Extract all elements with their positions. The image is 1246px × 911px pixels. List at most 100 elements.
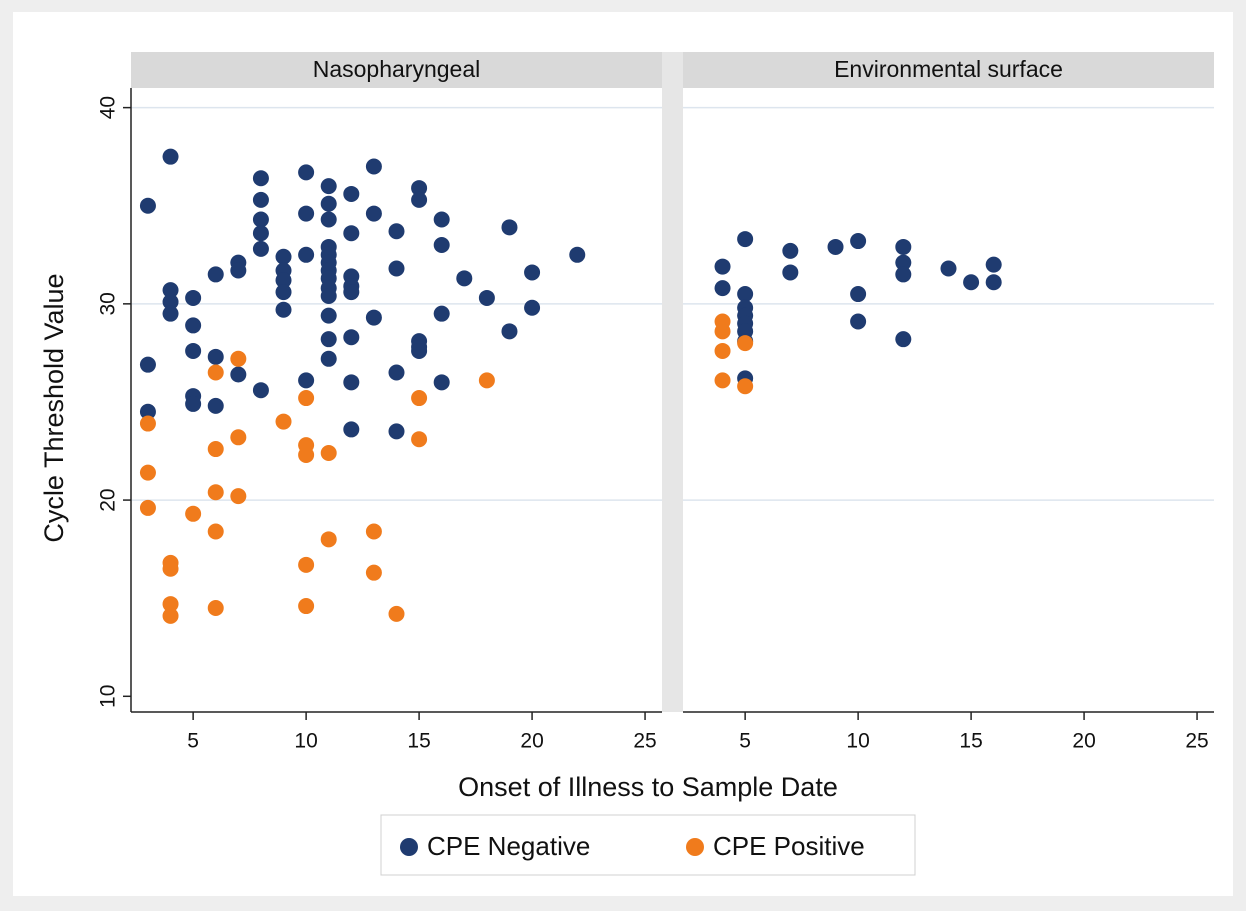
data-point [320,444,337,461]
x-tick-label: 15 [959,730,982,753]
data-point [230,488,247,505]
data-point [230,429,247,446]
data-point [139,356,156,373]
data-point [162,282,179,299]
data-point [343,329,360,346]
data-point [501,219,518,236]
data-point [388,423,405,440]
data-point [230,350,247,367]
data-point [569,246,586,263]
data-point [320,307,337,324]
data-point [320,331,337,348]
data-point [411,390,428,407]
legend-label: CPE Positive [713,831,865,861]
panel-strip [683,52,1214,88]
data-point [963,274,980,291]
data-point [139,403,156,420]
data-point [895,331,912,348]
data-point [524,299,541,316]
data-point [162,293,179,310]
data-point [411,180,428,197]
data-point [207,397,224,414]
x-tick-label: 25 [633,730,656,753]
data-point [320,350,337,367]
data-point [365,523,382,540]
data-point [940,260,957,277]
data-point [365,564,382,581]
x-tick-label: 5 [739,730,751,753]
data-point [320,195,337,212]
data-point [275,413,292,430]
data-point [252,225,269,242]
data-point [850,286,867,303]
data-point [162,148,179,165]
data-point [298,598,315,615]
data-point [388,260,405,277]
x-tick-label: 20 [520,730,543,753]
legend-marker [400,838,418,856]
data-point [365,205,382,222]
data-point [714,323,731,340]
data-point [275,272,292,289]
data-point [501,323,518,340]
data-point [985,256,1002,273]
data-point [139,464,156,481]
data-point [162,596,179,613]
data-point [230,366,247,383]
data-point [185,505,202,522]
data-point [252,382,269,399]
data-point [207,484,224,501]
data-point [162,305,179,322]
data-point [411,191,428,208]
data-point [298,372,315,389]
data-point [737,286,754,303]
data-point [162,560,179,577]
data-point [139,415,156,432]
x-axis-label: Onset of Illness to Sample Date [458,772,838,802]
data-point [252,170,269,187]
data-point [207,266,224,283]
data-point [456,270,473,287]
data-point [298,246,315,263]
data-point [185,317,202,334]
data-point [185,289,202,306]
legend-marker [686,838,704,856]
data-point [388,605,405,622]
data-point [207,364,224,381]
panel-title: Environmental surface [834,56,1063,82]
data-point [139,197,156,214]
data-point [714,342,731,359]
x-tick-label: 10 [846,730,869,753]
data-point [714,280,731,297]
data-point [433,211,450,228]
y-tick-label: 30 [97,292,120,315]
data-point [388,223,405,240]
x-tick-label: 5 [187,730,199,753]
data-point [207,348,224,365]
x-tick-label: 15 [407,730,430,753]
data-point [478,372,495,389]
data-point [411,431,428,448]
data-point [895,238,912,255]
data-point [252,211,269,228]
plot-area [683,88,1214,712]
data-point [827,238,844,255]
data-point [298,390,315,407]
data-point [320,211,337,228]
data-point [850,313,867,330]
data-point [343,374,360,391]
data-point [298,556,315,573]
data-point [252,191,269,208]
data-point [298,205,315,222]
data-point [714,372,731,389]
data-point [207,600,224,616]
data-point [275,248,292,265]
data-point [478,289,495,306]
data-point [388,364,405,381]
data-point [343,225,360,242]
data-point [275,284,292,301]
y-axis-label: Cycle Threshold Value [39,273,69,542]
x-tick-label: 20 [1072,730,1095,753]
data-point [737,231,754,248]
